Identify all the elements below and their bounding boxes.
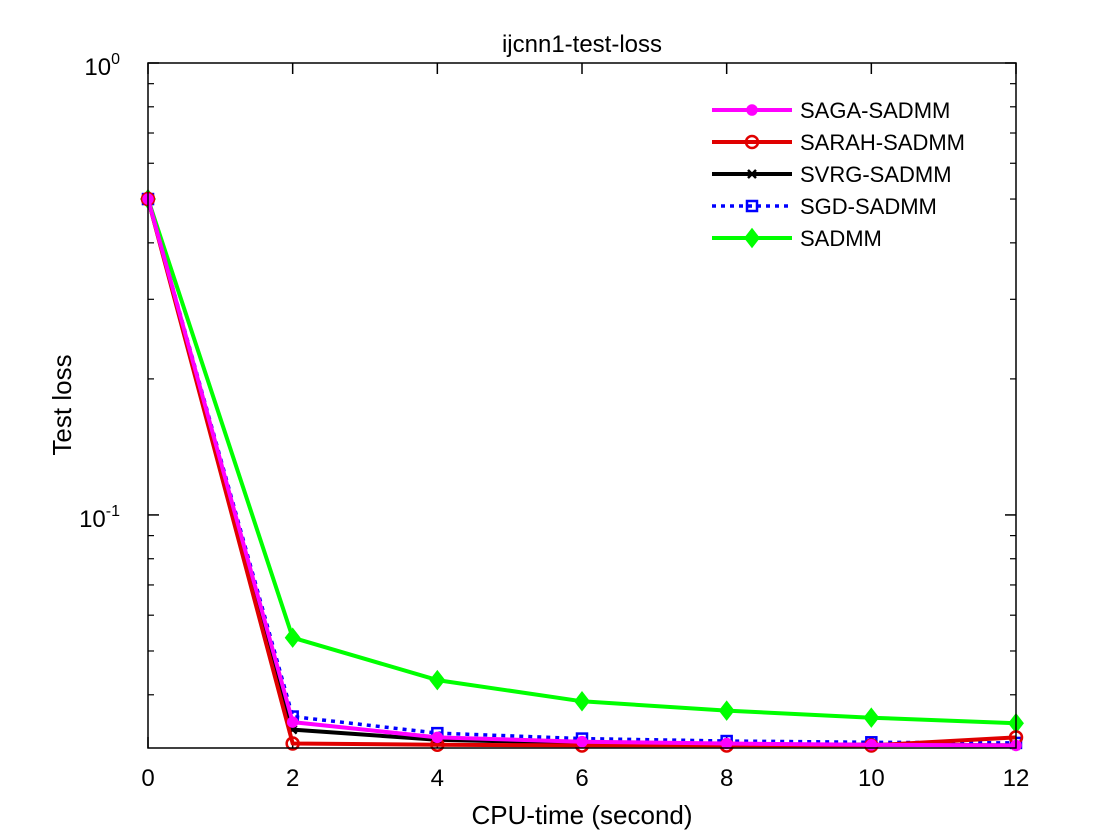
legend-marker bbox=[744, 227, 760, 249]
data-point-saga-sadmm bbox=[286, 716, 299, 728]
data-point-sarah-sadmm bbox=[285, 736, 300, 751]
data-point-saga-sadmm bbox=[576, 735, 588, 748]
legend-label: SGD-SADMM bbox=[800, 194, 937, 219]
x-tick-label: 10 bbox=[858, 765, 885, 792]
data-point-saga-sadmm bbox=[720, 737, 733, 750]
legend-label: SARAH-SADMM bbox=[800, 130, 965, 155]
y-tick-label: 100 bbox=[84, 51, 120, 81]
x-tick-label: 6 bbox=[575, 765, 588, 792]
legend-item-sarah-sadmm: SARAH-SADMM bbox=[712, 130, 965, 155]
x-axis-label: CPU-time (second) bbox=[471, 800, 692, 830]
data-point-sadmm bbox=[863, 707, 880, 728]
plot-frame bbox=[147, 62, 1017, 749]
series-layer bbox=[140, 188, 1024, 753]
legend-label: SVRG-SADMM bbox=[800, 162, 952, 187]
x-tick-label: 0 bbox=[141, 765, 154, 792]
legend-marker bbox=[746, 104, 758, 116]
legend-label: SADMM bbox=[800, 226, 882, 251]
x-tick-labels: 0 2 4 6 8 10 12 bbox=[141, 765, 1029, 792]
x-tick-label: 12 bbox=[1003, 765, 1030, 792]
legend-marker bbox=[745, 199, 759, 213]
data-point-sadmm bbox=[429, 669, 446, 691]
legend: SAGA-SADMM SARAH-SADMM SVRG-SADMM SGD-SADMM… bbox=[712, 98, 965, 251]
y-tick-labels: 100 10-1 bbox=[79, 51, 120, 533]
data-point-sadmm bbox=[718, 700, 735, 721]
legend-item-saga-sadmm: SAGA-SADMM bbox=[712, 98, 950, 123]
y-axis-label: Test loss bbox=[47, 354, 77, 455]
x-tick-label: 4 bbox=[431, 765, 444, 792]
legend-item-svrg-sadmm: SVRG-SADMM bbox=[712, 162, 952, 187]
legend-marker bbox=[747, 169, 757, 179]
legend-label: SAGA-SADMM bbox=[800, 98, 950, 123]
legend-marker bbox=[744, 134, 760, 150]
legend-item-sgd-sadmm: SGD-SADMM bbox=[712, 194, 937, 219]
data-point-sadmm bbox=[574, 691, 590, 712]
legend-item-sadmm: SADMM bbox=[712, 226, 882, 251]
x-tick-label: 8 bbox=[720, 765, 733, 792]
y-tick-label: 10-1 bbox=[79, 503, 120, 533]
x-tick-label: 2 bbox=[286, 765, 299, 792]
data-point-saga-sadmm bbox=[431, 731, 444, 744]
data-point-sadmm bbox=[284, 627, 301, 648]
chart-title: ijcnn1-test-loss bbox=[502, 31, 662, 58]
